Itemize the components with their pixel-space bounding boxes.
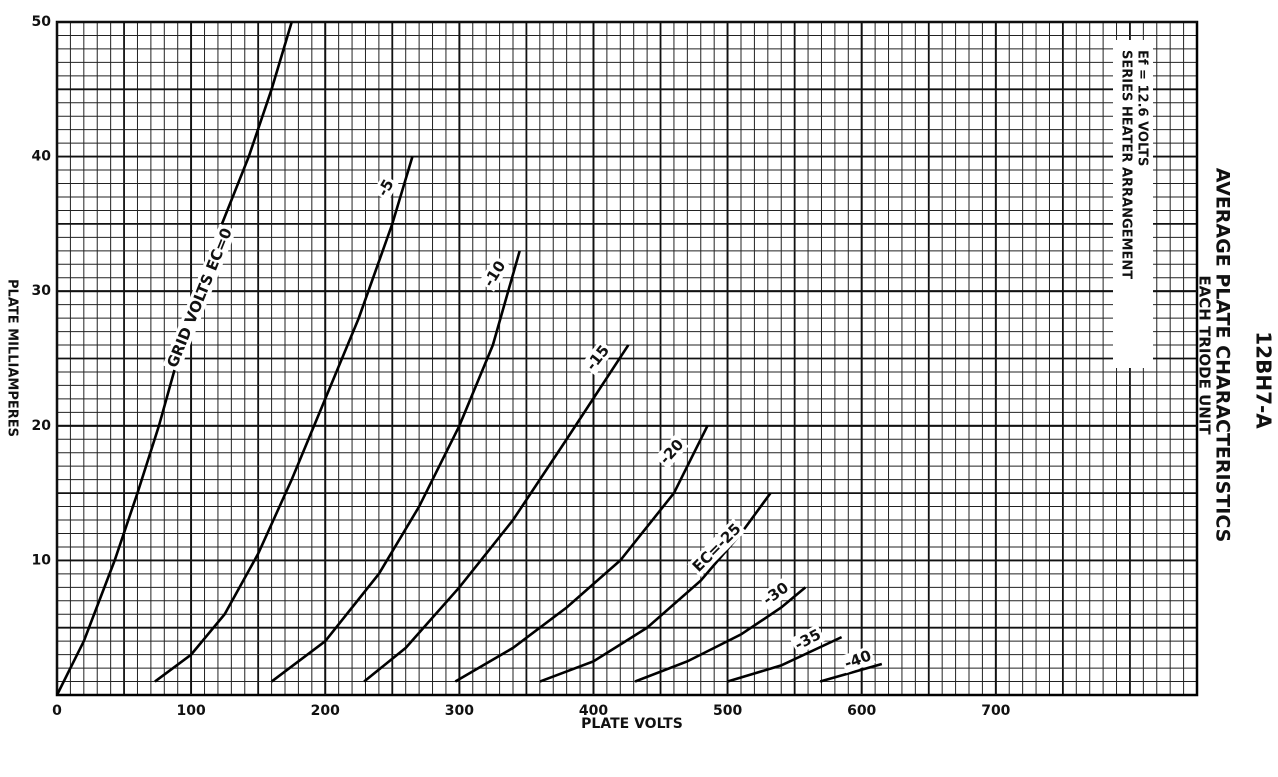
curve [727,635,843,683]
curve [454,425,709,683]
y-axis-label: PLATE MILLIAMPERES [5,279,20,437]
curve-label-bg [687,518,746,577]
x-tick-label: 300 [445,703,474,719]
chart-subtitle: AVERAGE PLATE CHARACTERISTICS [1212,168,1234,543]
chart-subtitle: EACH TRIODE UNIT [1196,275,1214,435]
y-tick-label: 10 [32,552,52,568]
annotation-box [1113,40,1153,368]
curve-label: EC=-25 [689,520,745,576]
y-tick-label: 20 [32,418,52,434]
curve [539,492,772,683]
x-tick-label: 200 [311,703,340,719]
x-tick-label: 400 [579,703,608,719]
curve [819,662,883,683]
x-tick-label: 100 [177,703,206,719]
curve [154,156,414,683]
curve-label: -15 [582,341,613,373]
chart-title: 12BH7-A [1252,331,1276,429]
curve-label-bg [789,624,826,655]
y-tick-label: 40 [32,149,52,165]
x-tick-label: 500 [713,703,742,719]
curve-label-bg [478,255,511,292]
curve [270,250,521,683]
curve-label-bg [654,434,689,470]
x-tick-label: 700 [981,703,1010,719]
curve-label-bg [757,577,794,610]
y-tick-label: 30 [32,283,52,299]
annotation: Ef = 12.6 VOLTS [1135,50,1150,166]
curve-label-bg [372,174,399,202]
y-tick-label: 50 [32,14,52,30]
curve [363,344,630,683]
curve-label-bg [840,645,876,674]
x-tick-label: 0 [52,703,62,719]
curve-label: -5 [374,176,398,199]
curve-label: GRID VOLTS EC=0 [163,225,235,370]
annotation: SERIES HEATER ARRANGEMENT [1119,50,1134,279]
curve-label-bg [162,223,237,373]
x-tick-label: 600 [847,703,876,719]
curve-label-bg [580,339,615,376]
curve [634,586,807,683]
x-axis-label: PLATE VOLTS [581,716,683,732]
